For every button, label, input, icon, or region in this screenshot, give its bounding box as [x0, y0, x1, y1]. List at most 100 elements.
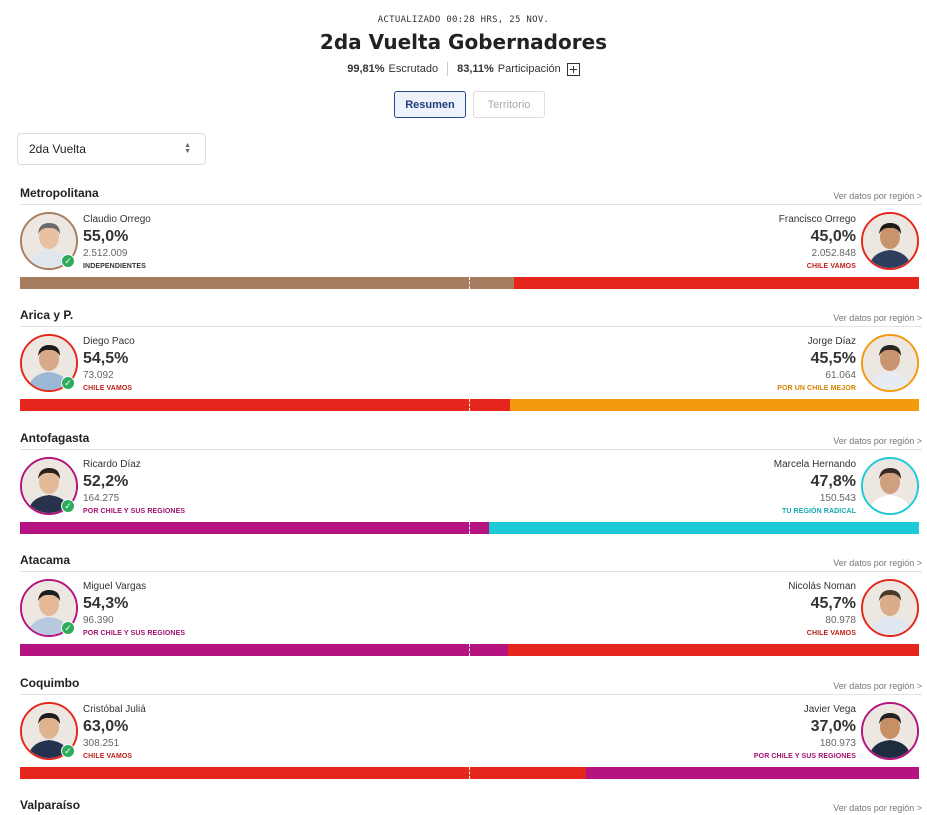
- candidate-right: Marcela Hernando 47,8% 150.543 TU REGIÓN RA…: [774, 459, 856, 517]
- winner-check-icon: ✓: [61, 744, 75, 758]
- region-divider: [20, 694, 922, 695]
- candidate-name: Claudio Orrego: [83, 214, 151, 225]
- candidate-right: Francisco Orrego 45,0% 2.052.848 CHILE VAMO…: [779, 214, 856, 272]
- candidate-percent: 54,3%: [83, 595, 129, 612]
- majority-marker: [469, 767, 470, 779]
- candidate-right: Javier Vega 37,0% 180.973 POR CHILE Y SUS R…: [754, 704, 856, 762]
- ver-datos-link[interactable]: Ver datos por región >: [833, 558, 922, 568]
- round-select-value: 2da Vuelta: [29, 142, 86, 156]
- candidate-votes: 308.251: [83, 738, 120, 749]
- updated-timestamp: ACTUALIZADO 00:28 HRS, 25 NOV.: [377, 15, 550, 25]
- expand-plus-icon[interactable]: [566, 62, 580, 76]
- ver-datos-link[interactable]: Ver datos por región >: [833, 313, 922, 323]
- result-bar-left: [20, 277, 515, 289]
- candidate-party: CHILE VAMOS: [83, 753, 133, 760]
- result-bar-right: [509, 399, 919, 411]
- candidate-party: POR CHILE Y SUS REGIONES: [83, 630, 186, 637]
- winner-check-icon: ✓: [61, 621, 75, 635]
- candidate-name: Diego Paco: [83, 336, 135, 347]
- select-arrows-icon: ▲ ▼: [184, 142, 191, 155]
- winner-check-icon: ✓: [61, 254, 75, 268]
- candidate-name: Marcela Hernando: [773, 459, 856, 470]
- tab-resumen[interactable]: Resumen: [394, 91, 466, 118]
- region-divider: [20, 326, 922, 327]
- candidate-name: Ricardo Díaz: [83, 459, 141, 470]
- region-name: Valparaíso: [20, 798, 81, 812]
- candidate-percent: 47,8%: [810, 473, 856, 490]
- candidate-votes: 180.973: [819, 738, 856, 749]
- region-divider: [20, 571, 922, 572]
- candidate-votes: 80.978: [825, 615, 856, 626]
- candidate-party: POR CHILE Y SUS REGIONES: [753, 753, 856, 760]
- majority-marker: [469, 522, 470, 534]
- region-name: Metropolitana: [20, 186, 99, 200]
- candidate-votes: 2.512.009: [83, 248, 128, 259]
- majority-marker: [469, 399, 470, 411]
- participacion-label: Participación: [497, 63, 561, 75]
- result-bar: [20, 767, 919, 779]
- candidate-percent: 45,7%: [810, 595, 856, 612]
- candidate-name: Javier Vega: [803, 704, 856, 715]
- majority-marker: [469, 277, 470, 289]
- result-bar-right: [508, 644, 919, 656]
- stats-divider: [447, 62, 449, 76]
- candidate-name: Nicolás Noman: [788, 581, 856, 592]
- winner-check-icon: ✓: [61, 499, 75, 513]
- ver-datos-link[interactable]: Ver datos por región >: [833, 803, 922, 813]
- result-bar: [20, 644, 919, 656]
- escrutado-value: 99,81%: [347, 63, 385, 75]
- candidate-photo-right: [861, 579, 919, 637]
- candidate-left: Claudio Orrego 55,0% 2.512.009 INDEPENDIENT…: [83, 214, 151, 272]
- region-divider: [20, 449, 922, 450]
- candidate-percent: 45,0%: [810, 228, 856, 245]
- round-select[interactable]: 2da Vuelta ▲ ▼: [17, 133, 206, 165]
- candidate-right: Nicolás Noman 45,7% 80.978 CHILE VAMOS: [788, 581, 856, 639]
- candidate-percent: 52,2%: [83, 473, 129, 490]
- participacion-value: 83,11%: [457, 63, 494, 75]
- candidate-name: Jorge Díaz: [807, 336, 856, 347]
- candidate-name: Francisco Orrego: [778, 214, 856, 225]
- result-bar-left: [20, 399, 510, 411]
- candidate-votes: 150.543: [819, 493, 856, 504]
- candidate-left: Cristóbal Juliá 63,0% 308.251 CHILE VAMOS: [83, 704, 146, 762]
- candidate-percent: 54,5%: [83, 350, 129, 367]
- majority-marker: [469, 644, 470, 656]
- candidate-name: Cristóbal Juliá: [83, 704, 146, 715]
- candidate-party: POR CHILE Y SUS REGIONES: [83, 508, 186, 515]
- candidate-party: CHILE VAMOS: [83, 385, 133, 392]
- candidate-votes: 164.275: [83, 493, 120, 504]
- region-name: Atacama: [20, 553, 71, 567]
- candidate-photo-right: [861, 702, 919, 760]
- result-bar-left: [20, 522, 490, 534]
- region-name: Arica y P.: [20, 308, 74, 322]
- region-divider: [20, 204, 922, 205]
- candidate-party: CHILE VAMOS: [806, 263, 856, 270]
- candidate-party: CHILE VAMOS: [806, 630, 856, 637]
- candidate-left: Ricardo Díaz 52,2% 164.275 POR CHILE Y SUS …: [83, 459, 185, 517]
- candidate-percent: 45,5%: [810, 350, 856, 367]
- result-bar: [20, 277, 919, 289]
- result-bar-right: [586, 767, 919, 779]
- page-title: 2da Vuelta Gobernadores: [319, 30, 608, 54]
- candidate-percent: 63,0%: [83, 718, 129, 735]
- result-bar-right: [514, 277, 919, 289]
- candidate-photo-right: [861, 334, 919, 392]
- result-bar: [20, 522, 919, 534]
- summary-stats: 99,81% Escrutado 83,11% Participación: [0, 62, 927, 76]
- tab-territorio[interactable]: Territorio: [473, 91, 545, 118]
- ver-datos-link[interactable]: Ver datos por región >: [833, 436, 922, 446]
- region-name: Antofagasta: [20, 431, 90, 445]
- escrutado-label: Escrutado: [388, 63, 439, 75]
- candidate-votes: 2.052.848: [811, 248, 857, 259]
- ver-datos-link[interactable]: Ver datos por región >: [833, 191, 922, 201]
- candidate-name: Miguel Vargas: [83, 581, 147, 592]
- candidate-percent: 37,0%: [810, 718, 856, 735]
- result-bar-right: [489, 522, 919, 534]
- view-tabs: Resumen Territorio: [394, 91, 545, 118]
- ver-datos-link[interactable]: Ver datos por región >: [833, 681, 922, 691]
- candidate-votes: 61.064: [825, 370, 856, 381]
- candidate-photo-right: [861, 457, 919, 515]
- result-bar-left: [20, 767, 587, 779]
- candidate-party: INDEPENDIENTES: [83, 263, 146, 270]
- candidate-photo-left: [20, 702, 78, 760]
